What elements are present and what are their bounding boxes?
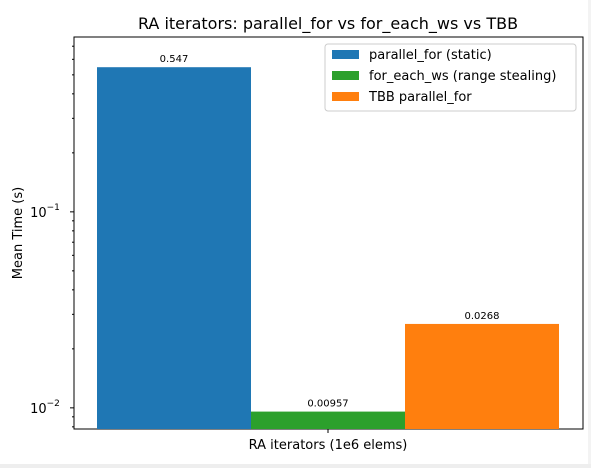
bar-value-label: 0.547 [160, 54, 189, 65]
window-right-edge [588, 0, 591, 464]
bar-parallel-for-static [97, 67, 251, 430]
y-tick-base: 10 [30, 402, 47, 417]
bar-value-label: 0.00957 [307, 399, 348, 410]
y-tick-exponent: −1 [47, 203, 60, 213]
y-tick-base: 10 [30, 206, 47, 221]
bars-group [97, 67, 559, 430]
legend-label-parallel-for: parallel_for (static) [369, 48, 492, 63]
y-tick-exponent: −2 [47, 399, 60, 409]
legend-frame [324, 43, 577, 112]
y-axis: 10−210−1 [30, 45, 74, 428]
legend-label-for-each-ws: for_each_ws (range stealing) [369, 69, 556, 84]
legend-swatch-parallel-for [332, 50, 359, 59]
chart-title: RA iterators: parallel_for vs for_each_w… [138, 14, 518, 34]
x-tick-label: RA iterators (1e6 elems) [249, 438, 408, 453]
legend-swatch-tbb [332, 92, 359, 101]
window-bottom-edge [0, 464, 591, 468]
y-tick-label: 10−2 [30, 399, 60, 417]
bar-for-each-ws-range-stealing [251, 411, 405, 429]
y-tick-label: 10−1 [30, 203, 60, 221]
y-axis-label: Mean Time (s) [11, 187, 26, 279]
bar-value-label: 0.0268 [465, 311, 500, 322]
legend-label-tbb: TBB parallel_for [368, 90, 472, 105]
bar-tbb-parallel-for [405, 323, 559, 429]
legend: parallel_for (static) for_each_ws (range… [324, 43, 577, 112]
legend-swatch-for-each-ws [332, 71, 359, 80]
bar-labels-group: 0.547 0.00957 0.0268 [160, 54, 500, 409]
